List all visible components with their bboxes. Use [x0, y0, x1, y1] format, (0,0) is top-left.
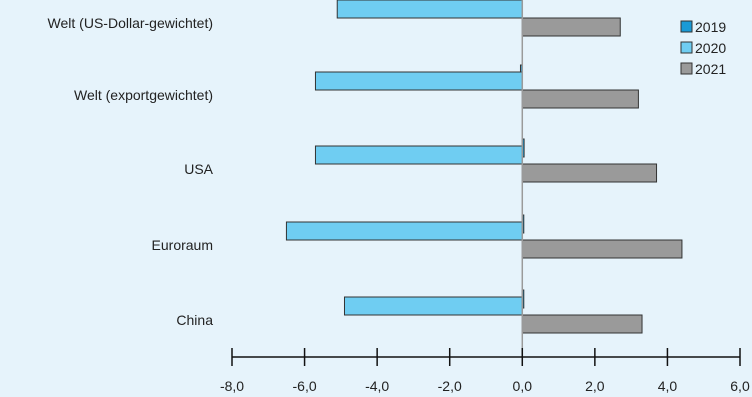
x-tick-label: -6,0 — [293, 378, 317, 394]
legend-label-2019: 2019 — [695, 19, 726, 35]
x-tick-label: -8,0 — [220, 378, 244, 394]
category-label: Euroraum — [152, 237, 213, 253]
legend-label-2021: 2021 — [695, 61, 726, 77]
x-tick-label: -2,0 — [438, 378, 462, 394]
legend-swatch-2019 — [680, 20, 693, 33]
category-label: USA — [184, 161, 213, 177]
bar-2020-1 — [314, 71, 523, 91]
legend: 2019 2020 2021 — [680, 19, 726, 77]
bar-2021-1 — [521, 89, 639, 109]
bar-2021-0 — [521, 17, 621, 37]
category-label: Welt (US-Dollar-gewichtet) — [48, 15, 213, 31]
bar-2021-4 — [521, 314, 643, 334]
x-tick-label: 2,0 — [585, 378, 605, 394]
x-tick-label: 6,0 — [730, 378, 750, 394]
category-label: Welt (exportgewichtet) — [74, 87, 213, 103]
bar-2021-3 — [521, 239, 683, 259]
bar-2020-3 — [285, 221, 523, 241]
category-label: China — [176, 312, 213, 328]
category-labels: Welt (US-Dollar-gewichtet) Welt (exportge… — [48, 15, 214, 328]
x-tick-label: 4,0 — [658, 378, 678, 394]
legend-label-2020: 2020 — [695, 40, 726, 56]
bar-2020-4 — [343, 296, 523, 316]
bar-2020-2 — [314, 145, 523, 165]
bar-2021-2 — [521, 163, 658, 183]
legend-swatch-2020 — [680, 41, 693, 54]
x-tick-label: 0,0 — [513, 378, 533, 394]
x-axis: -8,0 -6,0 -4,0 -2,0 0,0 2,0 4,0 6,0 — [220, 348, 750, 394]
x-tick-label: -4,0 — [365, 378, 389, 394]
bars-group — [285, 0, 683, 334]
legend-swatch-2021 — [680, 62, 693, 75]
bar-2020-0 — [336, 0, 523, 19]
